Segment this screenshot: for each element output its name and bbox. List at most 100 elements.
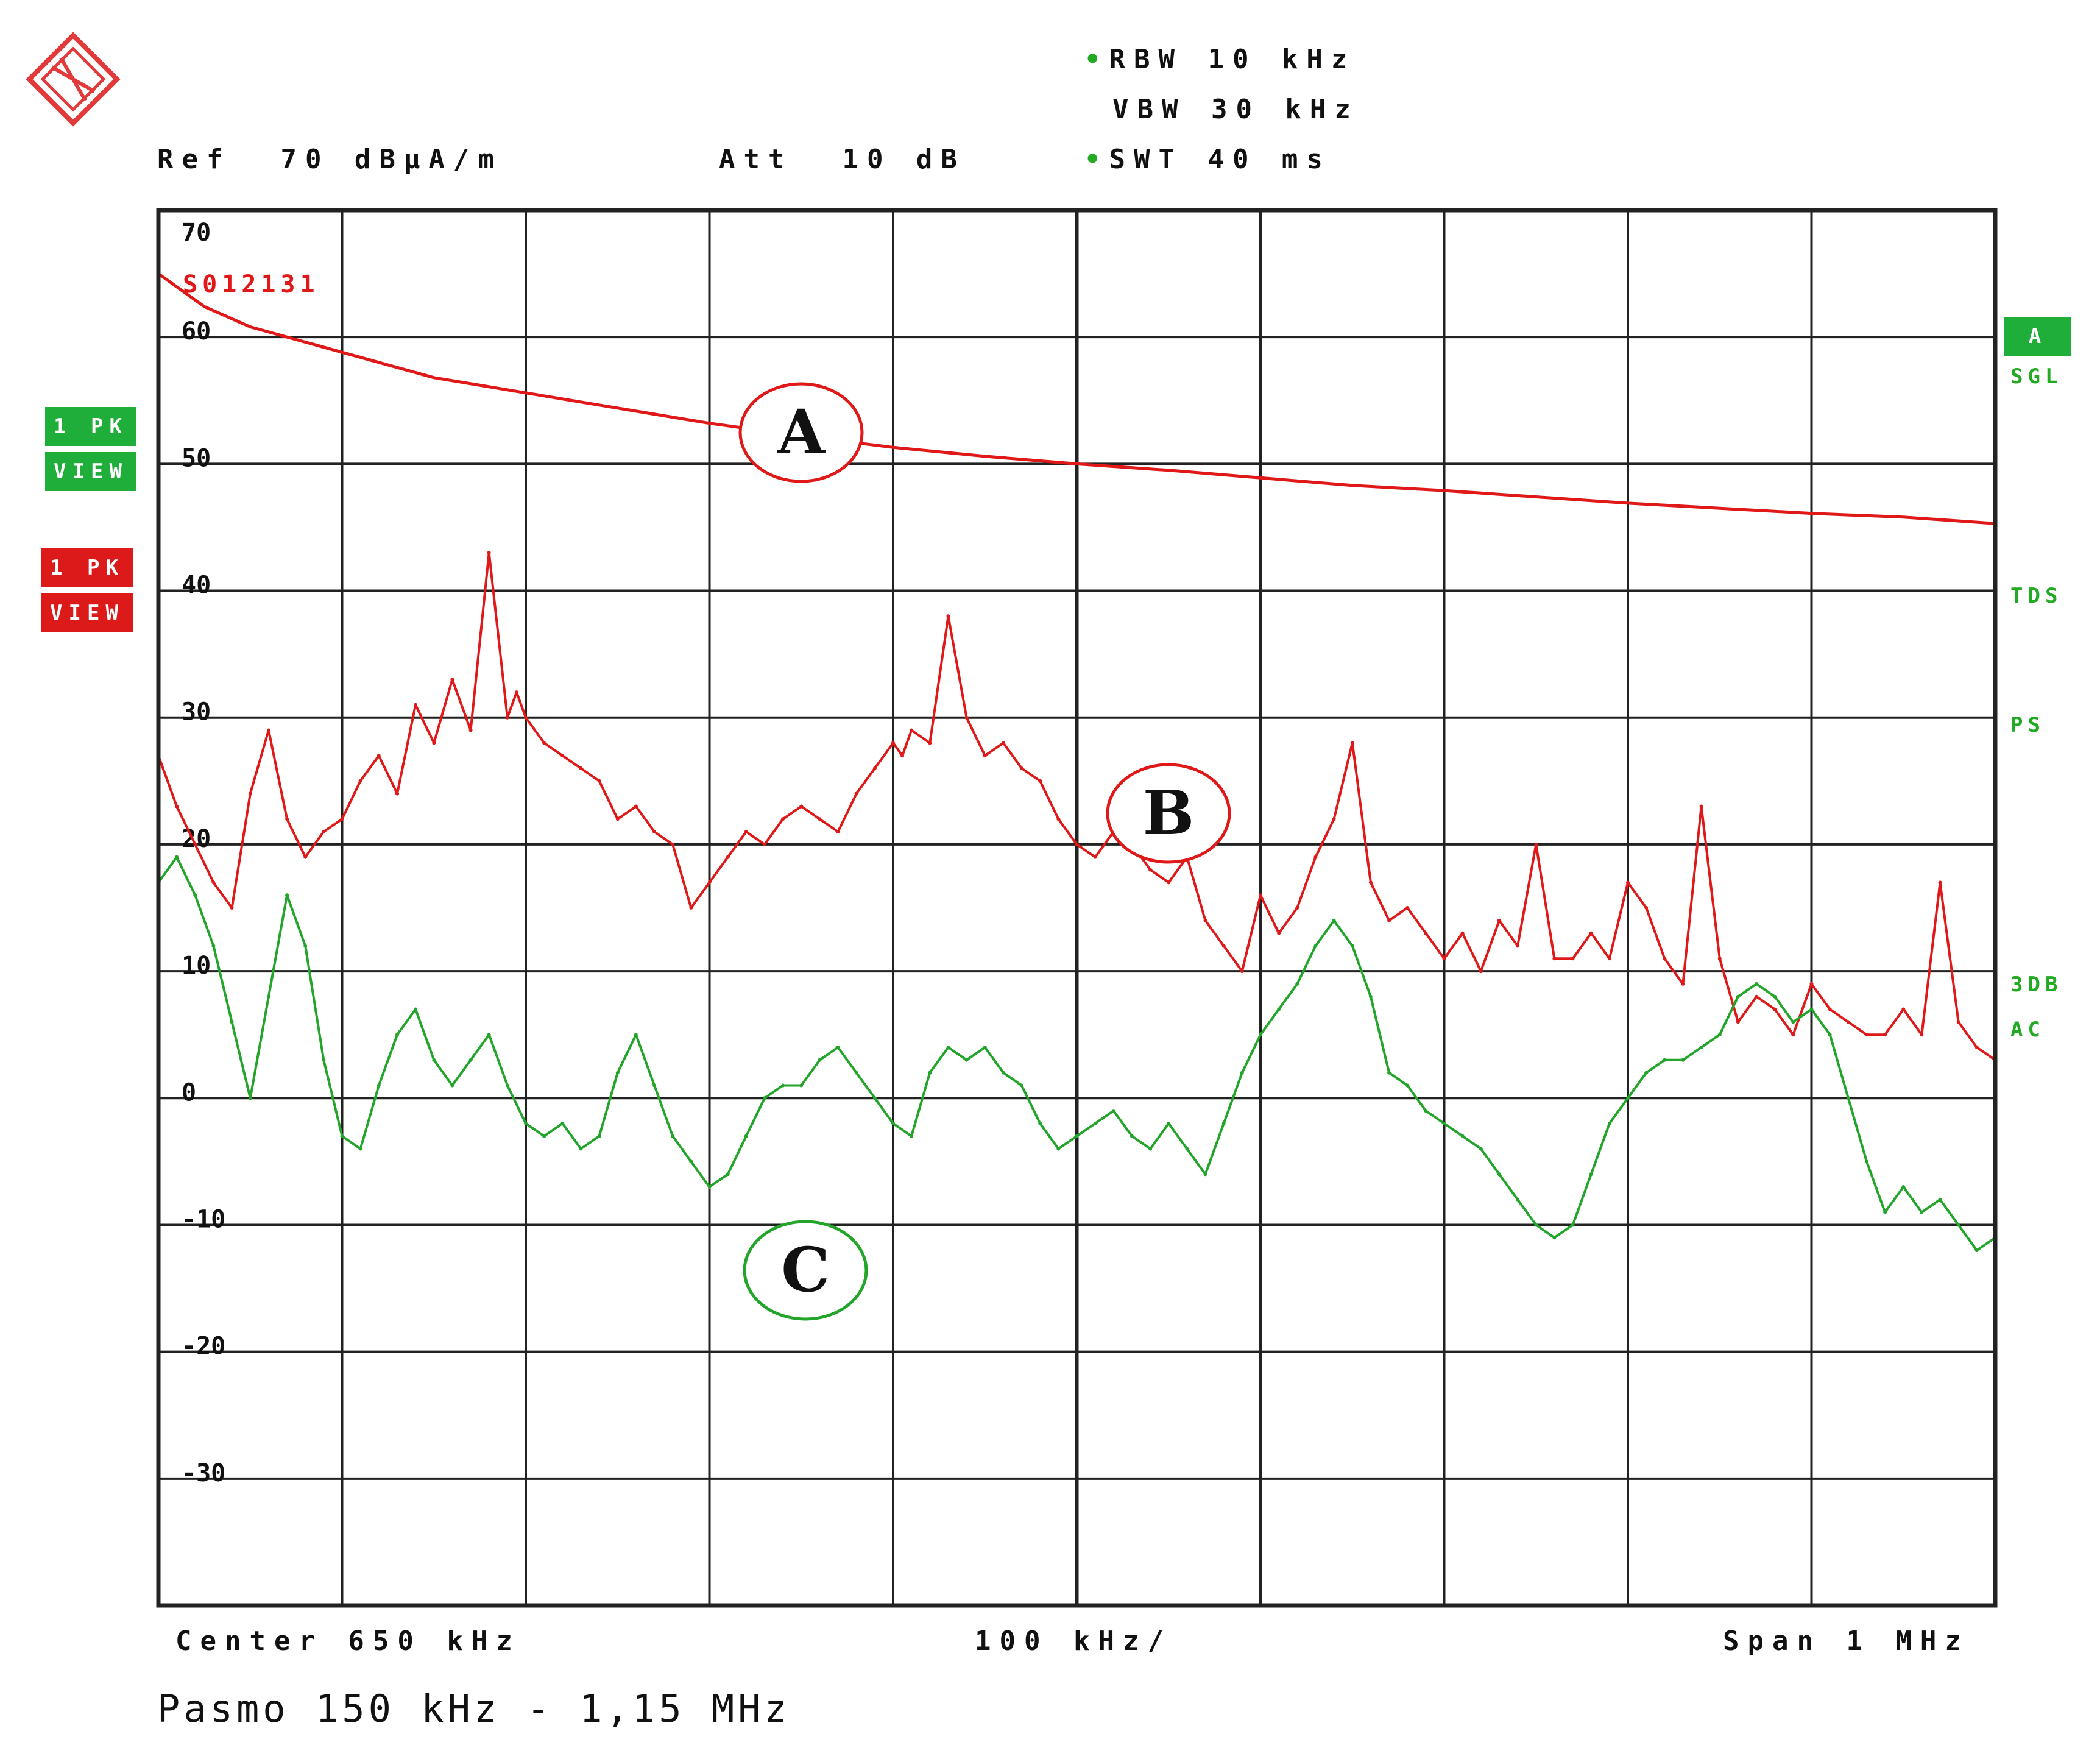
- red-trace-point: [395, 791, 399, 796]
- red-trace-point: [1644, 906, 1649, 910]
- green-trace-point: [1699, 1046, 1703, 1049]
- green-trace-point: [615, 1071, 620, 1075]
- green-trace-point: [689, 1159, 693, 1164]
- green-trace-point: [1038, 1121, 1042, 1125]
- green-trace-point: [891, 1121, 895, 1125]
- red-trace-point: [175, 804, 179, 809]
- green-trace-point: [285, 893, 289, 897]
- vbw-readout: VBW 30 kHz: [1112, 94, 1359, 125]
- green-trace-point: [1295, 982, 1299, 986]
- red-trace-point: [946, 614, 950, 618]
- red-trace-point: [450, 678, 454, 682]
- red-trace-point: [1442, 957, 1446, 961]
- green-trace-point: [1424, 1109, 1428, 1113]
- y-tick-label: 30: [182, 698, 211, 726]
- green-trace-point: [1607, 1121, 1611, 1125]
- red-trace-point: [1259, 893, 1262, 897]
- green-trace-point: [1075, 1134, 1079, 1138]
- green-trace-point: [1589, 1172, 1593, 1177]
- red-trace-point: [211, 880, 216, 885]
- red-trace-point: [248, 791, 252, 796]
- red-trace-point: [1405, 906, 1410, 910]
- red-trace-point: [1020, 766, 1023, 770]
- annotation-letter: C: [781, 1234, 830, 1306]
- green-trace-point: [230, 1020, 234, 1024]
- red-trace-point: [1552, 957, 1557, 961]
- green-trace-point: [1332, 918, 1336, 922]
- red-trace-point: [1350, 741, 1354, 745]
- red-trace-point: [1938, 880, 1942, 885]
- red-trace-point: [726, 855, 730, 859]
- green-trace-point: [671, 1134, 675, 1138]
- green-trace-point: [1460, 1134, 1465, 1138]
- green-trace-point: [946, 1046, 950, 1049]
- annotation-letter: A: [777, 396, 826, 468]
- red-trace-point: [1221, 944, 1226, 948]
- red-trace-point: [1699, 804, 1703, 809]
- red-trace-point: [560, 754, 565, 758]
- red-trace-point: [230, 906, 234, 910]
- red-trace-point: [1497, 918, 1501, 922]
- red-trace-point: [1681, 982, 1685, 986]
- red-trace-point: [1663, 957, 1667, 961]
- limit-line-label: S012131: [183, 271, 320, 299]
- sweep-a-badge: A: [2004, 317, 2071, 356]
- red-trace-point: [799, 804, 804, 809]
- green-trace-point: [781, 1083, 785, 1088]
- green-trace-point: [211, 944, 216, 948]
- red-trace-point: [1791, 1033, 1795, 1037]
- green-trace-point: [1901, 1185, 1906, 1189]
- red-trace-point: [358, 779, 362, 783]
- red-trace-point: [854, 791, 858, 796]
- red-trace-point: [1056, 817, 1061, 821]
- green-trace-point: [1148, 1147, 1153, 1151]
- red-trace-point: [285, 817, 289, 821]
- y-tick-label: -20: [182, 1333, 225, 1361]
- red-trace-point: [1571, 957, 1575, 961]
- green-trace-point: [652, 1083, 657, 1088]
- green-trace-point: [707, 1185, 712, 1189]
- rohde-schwarz-logo-icon: [26, 32, 121, 127]
- green-trace-point: [1240, 1071, 1244, 1075]
- green-trace-point: [928, 1071, 932, 1075]
- green-trace-point: [1938, 1197, 1942, 1202]
- red-trace-point: [1387, 918, 1391, 922]
- red-trace-point: [1368, 880, 1373, 885]
- red-trace-point: [377, 754, 381, 758]
- annotation-letter: B: [1143, 777, 1195, 849]
- green-trace-point: [1020, 1083, 1023, 1088]
- green-trace-point: [358, 1147, 362, 1151]
- green-trace-point: [1203, 1172, 1207, 1177]
- green-trace-point: [1221, 1121, 1226, 1125]
- green-trace-point: [1277, 1007, 1281, 1011]
- green-trace-point: [1883, 1210, 1887, 1214]
- green-trace-point: [1534, 1223, 1538, 1227]
- green-trace-point: [1313, 944, 1318, 948]
- green-trace-point: [1571, 1223, 1575, 1227]
- red-trace-point: [1828, 1007, 1832, 1011]
- green-trace-point: [1442, 1121, 1446, 1125]
- red-trace-point: [1901, 1007, 1906, 1011]
- red-trace-point: [1956, 1020, 1960, 1024]
- green-trace-point: [1130, 1134, 1134, 1138]
- red-trace-point: [634, 804, 638, 809]
- band-caption: Pasmo 150 kHz - 1,15 MHz: [157, 1686, 791, 1731]
- green-trace-point: [1626, 1096, 1630, 1100]
- div-frequency: 100 kHz/: [975, 1626, 1172, 1657]
- red-trace-point: [781, 817, 785, 821]
- red-trace-point: [763, 842, 766, 846]
- red-trace-point: [891, 741, 895, 745]
- annotation-b: B: [1106, 763, 1231, 864]
- red-trace-point: [432, 741, 436, 745]
- green-trace-point: [872, 1096, 877, 1100]
- red-trace-point: [1846, 1020, 1850, 1024]
- red-trace-point: [505, 715, 509, 720]
- red-trace-point: [340, 817, 344, 821]
- red-trace-point: [983, 754, 987, 758]
- green-trace-point: [414, 1007, 418, 1011]
- red-trace-point: [1589, 931, 1593, 935]
- green-trace-point: [1111, 1109, 1115, 1113]
- red-trace-point: [1332, 817, 1336, 821]
- red-trace-point: [671, 842, 675, 846]
